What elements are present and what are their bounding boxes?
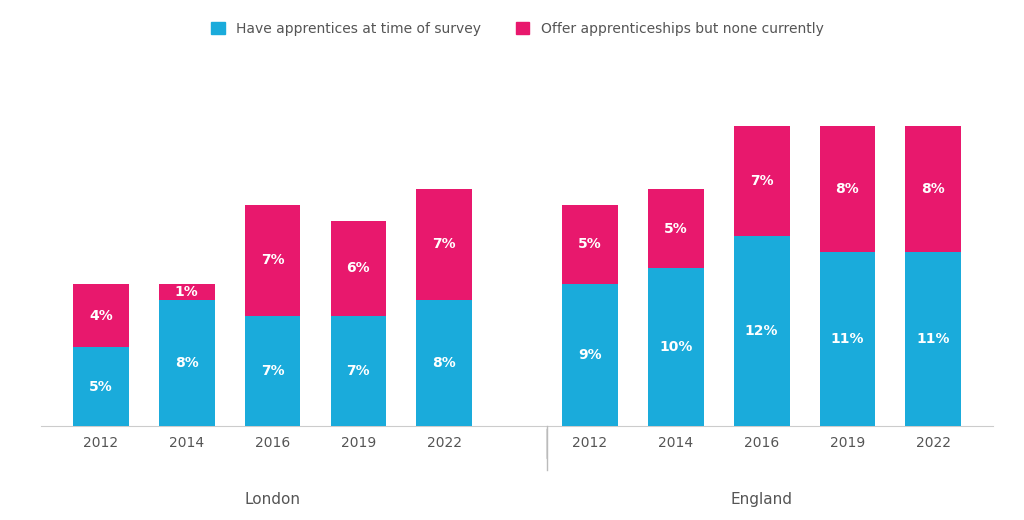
Bar <box>245 205 300 316</box>
Text: 7%: 7% <box>346 364 371 378</box>
Text: 5%: 5% <box>664 222 688 236</box>
Text: 5%: 5% <box>89 380 113 394</box>
Text: 11%: 11% <box>830 332 864 346</box>
Bar <box>905 126 962 252</box>
Text: 8%: 8% <box>922 182 945 196</box>
Text: 7%: 7% <box>750 174 773 188</box>
Bar <box>819 126 876 252</box>
Text: 5%: 5% <box>579 238 602 251</box>
Text: England: England <box>731 492 793 507</box>
Text: 7%: 7% <box>432 238 456 251</box>
Text: 8%: 8% <box>175 356 199 370</box>
Legend: Have apprentices at time of survey, Offer apprenticeships but none currently: Have apprentices at time of survey, Offe… <box>211 22 823 36</box>
Bar <box>819 252 876 426</box>
Bar <box>417 300 472 426</box>
Text: 10%: 10% <box>659 340 692 354</box>
Text: 11%: 11% <box>916 332 950 346</box>
Bar <box>648 268 703 426</box>
Bar <box>905 252 962 426</box>
Bar <box>159 284 215 300</box>
Text: 6%: 6% <box>346 261 371 275</box>
Bar <box>648 189 703 268</box>
Bar <box>734 237 790 426</box>
Text: 4%: 4% <box>89 308 113 322</box>
Bar <box>417 189 472 300</box>
Bar <box>562 205 617 284</box>
Bar <box>331 220 386 316</box>
Text: 9%: 9% <box>579 348 602 362</box>
Bar <box>73 347 129 426</box>
Bar <box>331 316 386 426</box>
Text: 7%: 7% <box>261 364 285 378</box>
Bar <box>245 316 300 426</box>
Text: 1%: 1% <box>175 285 199 299</box>
Text: 7%: 7% <box>261 253 285 267</box>
Text: London: London <box>245 492 301 507</box>
Bar <box>159 300 215 426</box>
Text: 8%: 8% <box>432 356 456 370</box>
Text: 12%: 12% <box>744 324 778 339</box>
Bar <box>73 284 129 347</box>
Bar <box>562 284 617 426</box>
Text: 8%: 8% <box>836 182 859 196</box>
Bar <box>734 126 790 237</box>
